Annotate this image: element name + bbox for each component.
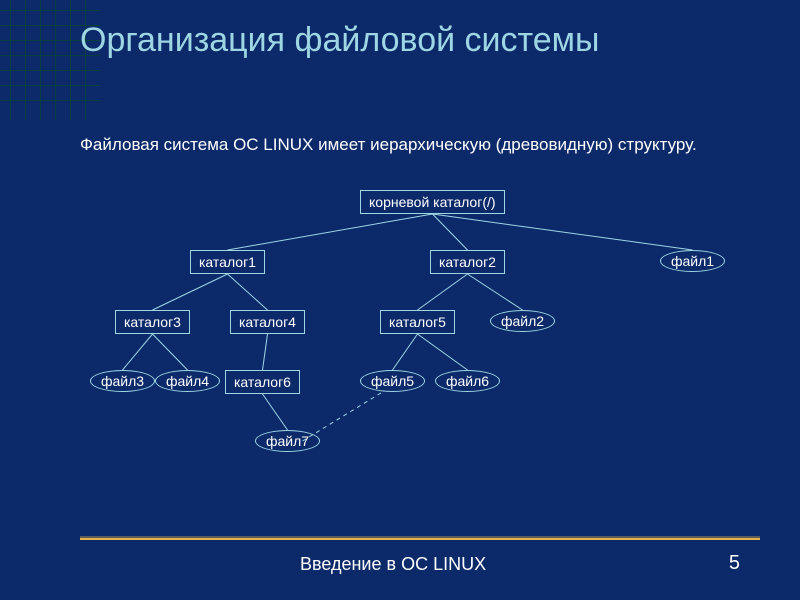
tree-node-f4: файл4 <box>155 370 220 392</box>
tree-edges <box>60 190 760 490</box>
slide: Организация файловой системы Файловая си… <box>0 0 800 600</box>
tree-node-root: корневой каталог(/) <box>360 190 505 214</box>
tree-node-f3: файл3 <box>90 370 155 392</box>
filesystem-tree-diagram: корневой каталог(/) каталог1 каталог2 файл1… <box>60 190 760 490</box>
tree-node-c1: каталог1 <box>190 250 265 274</box>
slide-title: Организация файловой системы <box>80 20 599 61</box>
tree-node-c5: каталог5 <box>380 310 455 334</box>
tree-node-c3: каталог3 <box>115 310 190 334</box>
tree-node-c2: каталог2 <box>430 250 505 274</box>
page-number: 5 <box>729 552 740 575</box>
tree-node-f6: файл6 <box>435 370 500 392</box>
tree-node-f1: файл1 <box>660 250 725 272</box>
slide-subtitle: Файловая система ОС LINUX имеет иерархич… <box>80 135 800 155</box>
footer-text: Введение в ОС LINUX <box>300 554 486 575</box>
tree-node-f7: файл7 <box>255 430 320 452</box>
tree-node-c6: каталог6 <box>225 370 300 394</box>
footer-divider <box>80 536 760 540</box>
tree-node-f2: файл2 <box>490 310 555 332</box>
tree-node-f5: файл5 <box>360 370 425 392</box>
tree-node-c4: каталог4 <box>230 310 305 334</box>
